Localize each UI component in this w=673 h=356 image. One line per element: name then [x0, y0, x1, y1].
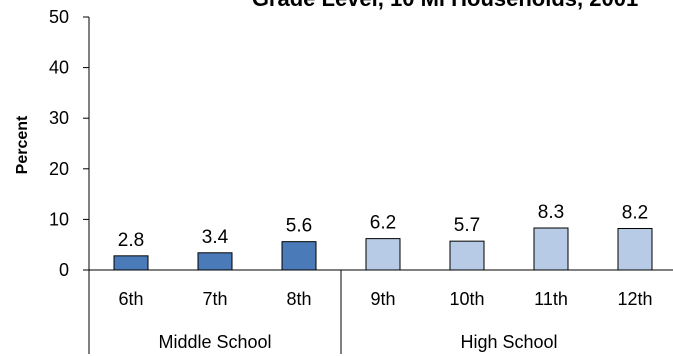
category-label-7th: 7th — [202, 289, 227, 309]
y-axis-ticks: 0 10 20 30 40 50 — [49, 7, 89, 280]
bar-7th — [197, 252, 233, 271]
bar-8th — [281, 241, 317, 271]
category-label-12th: 12th — [617, 289, 652, 309]
category-label-6th: 6th — [118, 289, 143, 309]
y-tick-label: 50 — [49, 7, 69, 27]
data-label-11th: 8.3 — [538, 202, 564, 223]
data-label-6th: 2.8 — [118, 230, 144, 251]
y-tick-label: 30 — [49, 108, 69, 128]
chart-title: Grade Level, 10 Ml Households, 2001 — [252, 0, 638, 11]
bar-9th — [365, 238, 401, 271]
group-label: Middle School — [158, 332, 271, 352]
bar-6th — [113, 255, 149, 271]
y-tick-label: 20 — [49, 159, 69, 179]
bar-10th — [449, 240, 485, 271]
data-label-8th: 5.6 — [286, 216, 312, 237]
y-tick-label: 40 — [49, 58, 69, 78]
category-label-10th: 10th — [449, 289, 484, 309]
category-label-11th: 11th — [534, 289, 568, 309]
data-label-10th: 5.7 — [454, 215, 480, 236]
data-labels: 2.8 3.4 5.6 6.2 5.7 8.3 8.2 — [118, 202, 648, 251]
data-label-7th: 3.4 — [202, 227, 229, 248]
bar-11th — [533, 227, 569, 271]
y-axis-label: Percent — [14, 115, 31, 174]
bar-12th — [617, 228, 653, 271]
group-label: High School — [460, 332, 557, 352]
bars — [113, 227, 653, 271]
group-labels: Middle School High School — [158, 270, 558, 354]
category-label-8th: 8th — [286, 289, 311, 309]
data-label-9th: 6.2 — [370, 213, 396, 234]
category-label-9th: 9th — [370, 289, 395, 309]
category-labels: 6th 7th 8th 9th 10th 11th 12th — [118, 289, 652, 309]
y-tick-label: 10 — [49, 209, 69, 229]
data-label-12th: 8.2 — [622, 203, 648, 224]
y-tick-label: 0 — [59, 260, 69, 280]
